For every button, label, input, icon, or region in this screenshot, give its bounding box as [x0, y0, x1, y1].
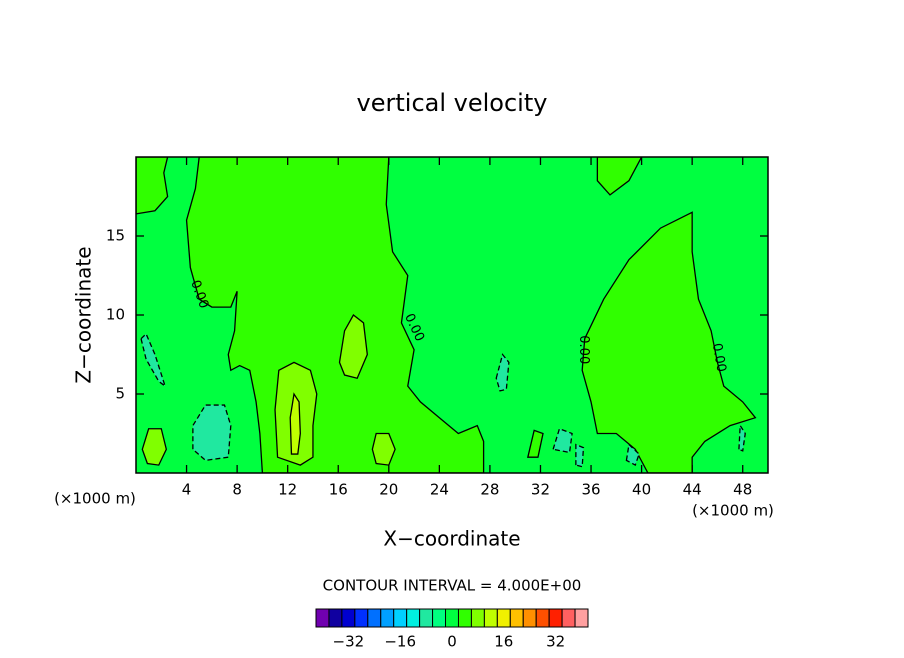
colorbar-box	[354, 608, 369, 628]
colorbar-box	[457, 608, 472, 628]
y-axis-label: Z−coordinate	[72, 246, 96, 383]
contour-region	[527, 429, 544, 458]
colorbar-tick-label: −32	[333, 633, 365, 651]
y-tick-label: 5	[115, 385, 125, 403]
contour-region	[596, 157, 643, 196]
contour-region	[625, 443, 640, 467]
contour-region	[140, 332, 167, 388]
colorbar-box	[535, 608, 550, 628]
x-tick-label: 40	[632, 481, 651, 499]
colorbar-tick-label: −16	[384, 633, 416, 651]
colorbar-box	[509, 608, 524, 628]
x-tick-label: 24	[430, 481, 449, 499]
colorbar-box	[574, 608, 589, 628]
chart-title: vertical velocity	[357, 89, 548, 117]
colorbar-box	[393, 608, 408, 628]
x-tick-label: 36	[581, 481, 600, 499]
x-tick-label: 28	[480, 481, 499, 499]
colorbar-box	[548, 608, 563, 628]
contour-region	[371, 432, 396, 466]
contour-region	[185, 157, 485, 473]
contour-label: 0.00	[576, 335, 591, 364]
colorbar-box	[470, 608, 485, 628]
contour-region	[575, 443, 585, 468]
y-unit-label: (×1000 m)	[692, 502, 774, 520]
colorbar-box	[522, 608, 537, 628]
x-tick-label: 20	[379, 481, 398, 499]
contour-region	[192, 404, 232, 462]
x-tick-label: 32	[531, 481, 550, 499]
colorbar-box	[315, 608, 330, 628]
contour-region	[141, 428, 168, 466]
x-tick-label: 44	[683, 481, 702, 499]
x-axis-label: X−coordinate	[383, 527, 520, 551]
contour-label: 0.00	[709, 342, 729, 373]
contour-region	[136, 157, 169, 215]
colorbar-box	[561, 608, 576, 628]
y-tick-label: 15	[106, 227, 125, 245]
colorbar-box	[406, 608, 421, 628]
x-tick-label: 4	[182, 481, 192, 499]
y-tick-label: 10	[106, 306, 125, 324]
contour-region	[738, 423, 746, 452]
colorbar-box	[380, 608, 395, 628]
colorbar-tick-label: 16	[494, 633, 513, 651]
colorbar-box	[419, 608, 434, 628]
colorbar-box	[432, 608, 447, 628]
colorbar-box	[341, 608, 356, 628]
colorbar-box	[328, 608, 343, 628]
contour-region	[338, 314, 368, 379]
contour-region	[289, 392, 301, 455]
contour-region	[495, 353, 510, 392]
x-tick-label: 8	[232, 481, 242, 499]
x-tick-label: 12	[278, 481, 297, 499]
colorbar-box	[367, 608, 382, 628]
x-tick-label: 48	[733, 481, 752, 499]
plot-area: 0.000.000.00 0.00	[136, 157, 768, 473]
contour-interval: CONTOUR INTERVAL = 4.000E+00	[323, 577, 582, 595]
contour-region	[552, 427, 573, 454]
colorbar-box	[496, 608, 511, 628]
x-unit-label: (×1000 m)	[54, 490, 136, 508]
x-tick-label: 16	[329, 481, 348, 499]
colorbar-box	[483, 608, 498, 628]
colorbar-tick-label: 32	[546, 633, 565, 651]
colorbar-tick-label: 0	[447, 633, 457, 651]
colorbar-box	[445, 608, 459, 628]
